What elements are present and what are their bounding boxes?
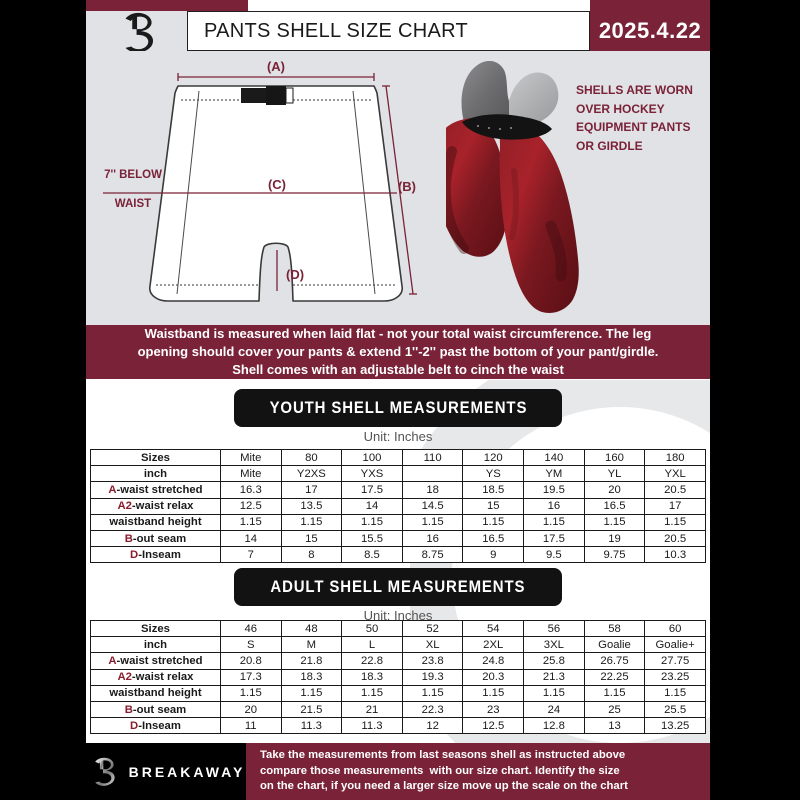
svg-text:7'' BELOW: 7'' BELOW — [104, 169, 162, 181]
svg-text:(A): (A) — [267, 61, 285, 74]
svg-text:(C): (C) — [268, 177, 286, 192]
svg-text:WAIST: WAIST — [115, 198, 151, 210]
svg-text:(D): (D) — [286, 267, 304, 282]
svg-text:(B): (B) — [398, 179, 416, 194]
